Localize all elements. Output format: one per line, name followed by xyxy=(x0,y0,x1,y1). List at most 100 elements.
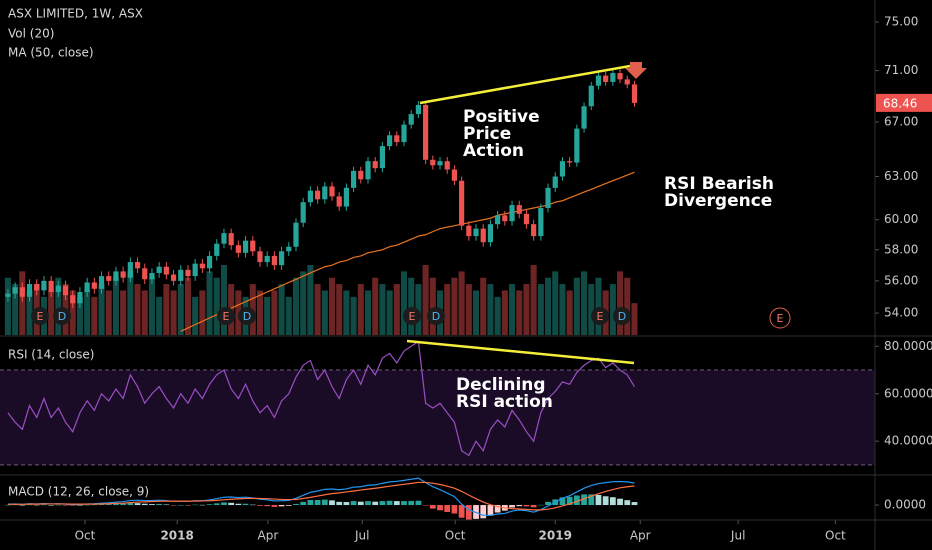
macd-histogram-bar xyxy=(264,505,271,507)
macd-histogram-bar xyxy=(465,505,472,520)
macd-histogram-bar xyxy=(429,505,436,509)
macd-histogram-bar xyxy=(487,505,494,516)
volume-bar xyxy=(530,265,537,335)
macd-histogram-bar xyxy=(401,501,407,506)
candle-body xyxy=(538,208,544,237)
event-badge[interactable] xyxy=(238,307,256,325)
volume-bar xyxy=(458,271,465,335)
annotation: Divergence xyxy=(664,191,772,211)
volume-bar xyxy=(379,284,386,335)
candle-body xyxy=(415,104,422,115)
volume-bar xyxy=(105,290,112,335)
macd-line xyxy=(7,477,635,516)
macd-histogram-bar xyxy=(33,504,40,506)
volume-bar xyxy=(480,277,487,335)
macd-histogram-bar xyxy=(573,495,580,506)
volume-bar xyxy=(91,296,98,335)
macd-histogram-bar xyxy=(595,494,602,506)
macd-histogram-bar xyxy=(12,504,19,506)
event-badge[interactable] xyxy=(53,307,71,325)
arrow xyxy=(625,62,647,79)
volume-bar xyxy=(386,290,393,335)
macd-histogram-bar xyxy=(617,498,623,506)
event-badge[interactable] xyxy=(217,307,235,325)
volume-bar xyxy=(220,265,227,335)
macd-histogram-bar xyxy=(62,505,69,506)
x-tick-label: 2019 xyxy=(539,529,572,543)
candle-body xyxy=(451,169,458,181)
x-tick-label: Apr xyxy=(258,529,279,543)
candle-body xyxy=(480,228,486,243)
event-badge[interactable] xyxy=(31,307,49,325)
x-tick-label: Jul xyxy=(730,529,745,543)
candle-body xyxy=(365,161,371,180)
candle-body xyxy=(358,170,364,180)
volume-bar xyxy=(19,271,26,335)
event-label: E xyxy=(223,310,230,323)
candle-body xyxy=(264,255,270,263)
candle-body xyxy=(545,187,551,209)
candle-body xyxy=(163,266,169,275)
macd-histogram-bar xyxy=(393,501,400,506)
macd-histogram-bar xyxy=(285,505,292,506)
macd-histogram-bar xyxy=(293,503,299,506)
candle-body xyxy=(379,146,385,169)
macd-histogram-bar xyxy=(609,497,616,506)
volume-bar xyxy=(581,271,588,335)
macd-histogram-bar xyxy=(588,494,595,506)
volume-bar xyxy=(213,277,220,335)
y-tick-label: 71.00 xyxy=(884,63,918,77)
candle-body xyxy=(502,215,508,222)
candle-body xyxy=(271,255,277,266)
event-badge[interactable] xyxy=(613,307,631,325)
event-badge[interactable] xyxy=(403,307,421,325)
event-label: E xyxy=(597,310,604,323)
volume-bar xyxy=(177,284,184,335)
plot-layer: Oct 2018 Apr Jul Oct 2019 Apr Jul Oct 54.00 56.00 5… xyxy=(0,15,932,543)
volume-bar xyxy=(588,284,595,335)
volume-bar xyxy=(156,296,163,335)
volume-bar xyxy=(141,290,148,335)
candle-body xyxy=(322,186,328,200)
annotation: Positive xyxy=(463,107,540,127)
event-badge[interactable] xyxy=(591,307,609,325)
event-badge[interactable] xyxy=(769,307,791,329)
macd-histogram-bar xyxy=(113,503,119,506)
volume-bar xyxy=(343,290,350,335)
candle-body xyxy=(495,215,501,225)
x-tick-label: Oct xyxy=(445,529,466,543)
candle-body xyxy=(19,287,25,297)
candle-body xyxy=(12,287,18,294)
macd-histogram-bar xyxy=(213,503,220,506)
candle-body xyxy=(120,271,126,278)
candle-body xyxy=(459,180,465,226)
x-tick-label: Oct xyxy=(825,529,846,543)
event-badge[interactable] xyxy=(427,307,445,325)
candle-body xyxy=(567,161,573,163)
volume-bar xyxy=(624,277,631,335)
macd-histogram-bar xyxy=(321,499,328,506)
macd-histogram-bar xyxy=(581,494,587,506)
macd-histogram-bar xyxy=(127,502,134,506)
macd-histogram-bar xyxy=(422,505,429,506)
x-tick-label: 2018 xyxy=(160,529,193,543)
macd-histogram-bar xyxy=(221,502,227,506)
candle-body xyxy=(343,187,349,207)
last-price-tag xyxy=(876,93,932,112)
volume-bar xyxy=(372,277,379,335)
volume-bar xyxy=(444,284,451,335)
candle-body xyxy=(531,224,537,237)
candle-body xyxy=(523,213,530,225)
candle-body xyxy=(278,251,285,266)
volume-bar xyxy=(609,284,616,335)
macd-histogram-bar xyxy=(408,500,415,506)
macd-histogram-bar xyxy=(77,505,83,506)
candle-body xyxy=(62,285,69,296)
macd-histogram-bar xyxy=(185,505,191,506)
macd-histogram-bar xyxy=(26,504,33,506)
volume-bar xyxy=(55,277,62,335)
volume-bar xyxy=(573,277,580,335)
macd-histogram-bar xyxy=(271,505,278,507)
x-tick-label: Apr xyxy=(630,529,651,543)
candle-body xyxy=(401,124,407,143)
